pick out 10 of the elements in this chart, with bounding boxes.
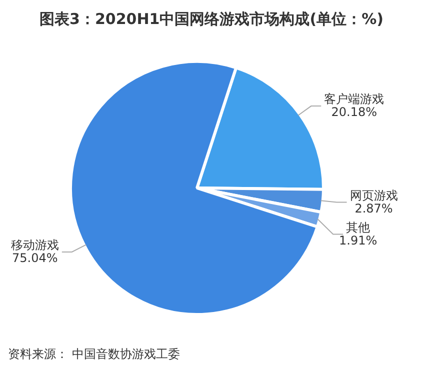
- data-label: 2.87%: [354, 201, 393, 216]
- data-label: 1.91%: [339, 233, 378, 248]
- data-label: 75.04%: [12, 251, 58, 266]
- slice-label: 网页游戏: [350, 188, 398, 202]
- slice-label: 移动游戏: [10, 238, 59, 252]
- slice-label: 客户端游戏: [324, 92, 384, 106]
- data-label: 20.18%: [331, 105, 378, 120]
- text: 资料来源： 中国音数协游戏工委: [7, 346, 181, 363]
- slice-label: 其他: [346, 220, 370, 234]
- chart-title: 图表3：2020H1中国网络游戏市场构成(单位：%): [38, 9, 384, 30]
